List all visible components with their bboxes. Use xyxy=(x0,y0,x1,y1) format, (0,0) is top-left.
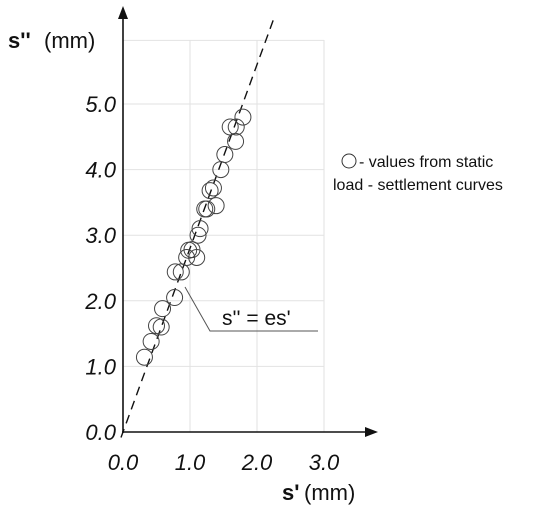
data-point xyxy=(166,263,184,281)
data-point xyxy=(135,348,153,366)
x-axis-unit: (mm) xyxy=(304,480,355,505)
legend-line-1: - values from static xyxy=(359,154,493,171)
y-tick-label: 1.0 xyxy=(85,354,116,379)
grid xyxy=(123,39,325,432)
x-axis-symbol: s' xyxy=(282,480,299,505)
data-point xyxy=(152,318,170,336)
data-point xyxy=(166,289,184,307)
fit-line-group xyxy=(120,18,275,438)
legend-marker xyxy=(341,153,357,169)
y-axis-unit: (mm) xyxy=(44,28,95,53)
data-point xyxy=(191,220,209,238)
data-point xyxy=(207,197,225,215)
fit-line xyxy=(120,18,275,438)
data-point xyxy=(142,332,160,350)
data-point xyxy=(189,226,207,244)
y-tick-label: 2.0 xyxy=(84,289,116,314)
y-tick-label: 0.0 xyxy=(85,420,116,445)
x-tick-label: 0.0 xyxy=(108,450,139,475)
data-point xyxy=(183,241,201,259)
x-tick-label: 2.0 xyxy=(241,450,273,475)
x-tick-label: 3.0 xyxy=(309,450,340,475)
data-point xyxy=(154,300,172,318)
axes xyxy=(118,6,378,437)
legend-text: - values from static load - settlement c… xyxy=(333,154,503,194)
x-tick-label: 1.0 xyxy=(175,450,206,475)
data-point xyxy=(216,146,234,164)
data-point xyxy=(227,118,245,136)
y-axis-arrow xyxy=(118,6,128,19)
legend-line-2: load - settlement curves xyxy=(333,177,503,194)
y-tick-label: 5.0 xyxy=(85,92,116,117)
y-tick-label: 3.0 xyxy=(85,223,116,248)
y-axis-symbol: s'' xyxy=(8,28,31,53)
data-points xyxy=(135,108,252,366)
y-tick-label: 4.0 xyxy=(85,158,116,183)
x-axis-arrow xyxy=(365,427,378,437)
data-point xyxy=(188,249,206,267)
tick-labels: 0.0 1.0 2.0 3.0 4.0 5.0 0.0 1.0 2.0 3.0 xyxy=(84,92,340,475)
data-point xyxy=(201,182,219,200)
annotation-leader xyxy=(184,286,318,332)
data-point xyxy=(227,132,245,150)
data-point xyxy=(204,179,222,197)
fit-line-label: s'' = es' xyxy=(222,307,291,330)
data-point xyxy=(234,108,252,126)
data-point xyxy=(198,200,216,218)
